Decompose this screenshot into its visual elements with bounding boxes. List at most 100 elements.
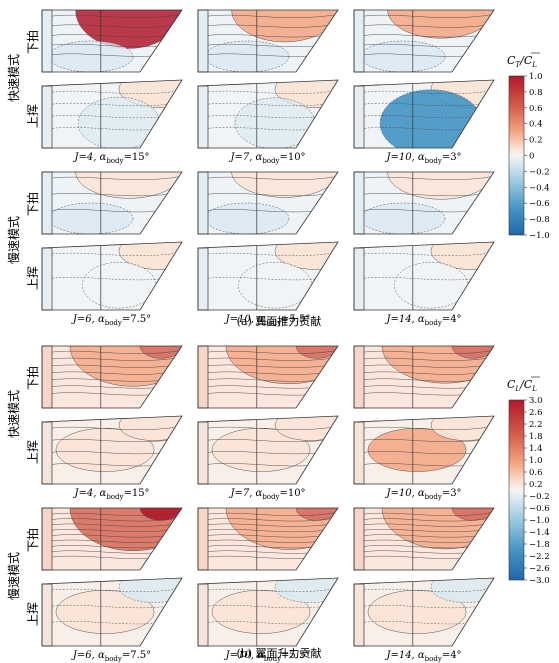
contour-region <box>360 202 446 234</box>
colorbar-tick: 0.8 <box>529 88 543 98</box>
contour-line <box>198 33 338 38</box>
contour-region <box>75 172 182 199</box>
colorbar-tick: 0.2 <box>529 480 543 490</box>
wing-outline <box>197 507 339 571</box>
contour-line <box>42 14 182 18</box>
contour-region <box>274 578 338 603</box>
downstroke-contour <box>197 345 339 409</box>
colorbar-tick: −0.2 <box>529 492 550 502</box>
wing-outline <box>41 171 183 235</box>
contour-line <box>42 620 182 625</box>
wing-outline <box>353 507 495 571</box>
body-box <box>197 421 209 485</box>
contour-region <box>274 80 338 108</box>
body-box <box>41 247 53 311</box>
contour-line <box>354 620 494 625</box>
contour-line <box>198 604 338 609</box>
body-box <box>353 583 365 647</box>
contour-region <box>55 589 155 634</box>
body-box <box>353 345 365 409</box>
contour-region <box>118 578 182 603</box>
contour-line <box>354 102 494 107</box>
contour-line <box>354 252 494 256</box>
panel-caption: J=7, αbody=10° <box>228 488 305 501</box>
panel-caption: J=7, αbody=10° <box>228 152 305 165</box>
upstroke-contour <box>197 241 339 311</box>
body-box <box>353 9 365 73</box>
contour-line <box>42 512 182 516</box>
contour-region <box>379 89 483 148</box>
contour-line <box>354 522 494 527</box>
contour-line <box>354 588 494 592</box>
colorbar-gradient <box>508 399 525 581</box>
contour-line <box>198 176 338 180</box>
contour-line <box>198 363 338 368</box>
wing-outline <box>353 241 495 311</box>
wing-outline <box>197 79 339 149</box>
contour-line <box>42 522 182 527</box>
wing-outline <box>197 171 339 235</box>
contour-line <box>354 90 494 94</box>
contour-line <box>354 176 494 180</box>
wing-outline <box>197 9 339 73</box>
body-box <box>41 9 53 73</box>
downstroke-contour <box>41 171 183 235</box>
mode-label: 快速模式 <box>7 54 21 102</box>
contour-region <box>204 40 290 72</box>
contour-line <box>354 438 494 443</box>
wing-outline <box>197 241 339 311</box>
contour-line <box>42 438 182 443</box>
colorbar-tick: 0.6 <box>529 468 543 478</box>
downstroke-contour <box>41 9 183 73</box>
panel-caption: J=4, αbody=15° <box>72 152 149 165</box>
body-box <box>41 421 53 485</box>
contour-region <box>394 262 468 309</box>
stroke-label-up: 上挥 <box>26 104 40 128</box>
contour-region <box>430 578 494 603</box>
wing-outline <box>41 507 183 571</box>
panel-caption: J=10, αbody=5.5° <box>224 650 311 663</box>
contour-line <box>198 90 338 94</box>
contour-line <box>354 192 494 197</box>
contour-line <box>198 126 338 131</box>
stroke-label-up: 上挥 <box>26 440 40 464</box>
colorbar-tick: −1.0 <box>529 231 550 241</box>
contour-line <box>198 588 338 592</box>
upstroke-contour <box>353 577 495 647</box>
body-box <box>197 247 209 311</box>
contour-region <box>118 80 182 108</box>
mode-label: 慢速模式 <box>7 552 21 600</box>
wing-outline <box>41 577 183 647</box>
contour-line <box>198 517 338 522</box>
panel-caption: J=14, αbody=4° <box>384 314 461 327</box>
colorbar-tick: −0.4 <box>529 183 550 193</box>
upstroke-contour <box>197 415 339 485</box>
panel-caption: J=10, αbody=3° <box>384 488 461 501</box>
contour-region <box>118 416 182 441</box>
wing-outline <box>197 415 339 485</box>
colorbar-tick: −2.6 <box>529 564 550 574</box>
colorbar-tick: −0.6 <box>529 199 550 209</box>
wing-outline <box>41 241 183 311</box>
colorbar-tick: −0.8 <box>529 215 550 225</box>
contour-line <box>42 192 182 197</box>
contour-region <box>367 589 467 634</box>
body-box <box>353 171 365 235</box>
contour-line <box>198 102 338 107</box>
panel-caption: J=6, αbody=7.5° <box>71 650 151 663</box>
body-box <box>41 345 53 409</box>
colorbar-tick: −3.0 <box>529 576 550 586</box>
colorbar-tick: 1.4 <box>529 444 543 454</box>
contour-line <box>354 528 494 533</box>
mode-label: 快速模式 <box>7 390 21 438</box>
downstroke-contour <box>353 507 495 571</box>
contour-region <box>55 427 155 472</box>
contour-line <box>198 192 338 197</box>
colorbar-tick: 0.2 <box>529 136 543 146</box>
contour-region <box>387 10 494 39</box>
body-box <box>353 507 365 571</box>
body-box <box>353 85 365 149</box>
contour-line <box>42 252 182 256</box>
colorbar-tick: −2.2 <box>529 552 550 562</box>
stroke-label-down: 下拍 <box>25 528 40 552</box>
